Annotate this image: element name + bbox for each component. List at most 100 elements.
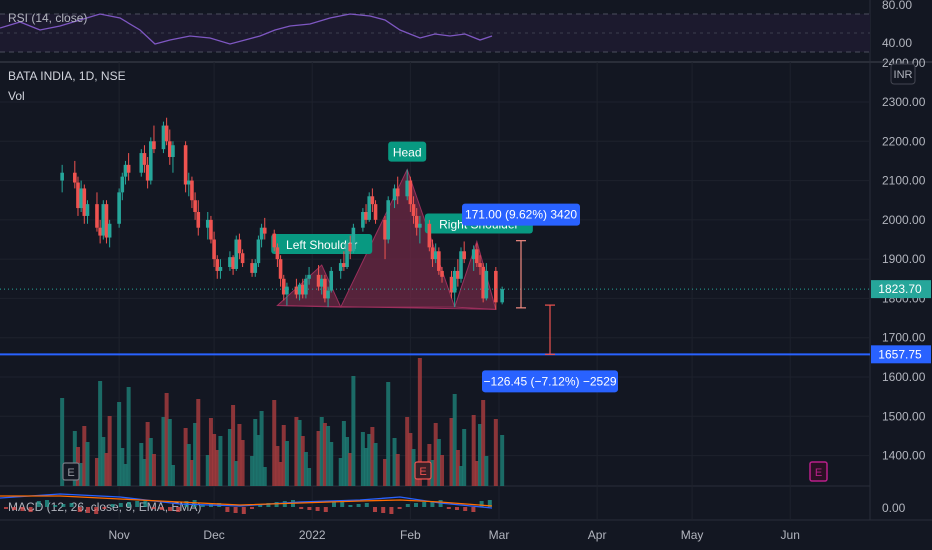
earnings-marker-upcoming[interactable]: E [809,461,828,482]
candle-body [60,172,64,181]
volume-bar [386,382,391,486]
candle-body [323,278,327,299]
candle-body [348,243,353,252]
volume-bar [284,441,289,486]
volume-bar [471,415,476,486]
candle-body [278,259,283,279]
macd-histogram-bar [151,507,156,509]
candle-body [342,263,346,267]
candle-body [329,270,334,291]
price-tick: 2300.00 [882,95,926,109]
candle-body [250,263,254,273]
volume-bar [383,459,388,486]
time-tick: May [681,528,704,542]
volume-bar [237,424,242,486]
macd-histogram-bar [397,507,402,509]
volume-bar [256,435,261,486]
macd-histogram-bar [20,507,25,511]
volume-bar [278,462,283,486]
macd-histogram-bar [348,505,353,507]
volume-bar [94,458,99,486]
volume-bar [329,442,334,486]
volume-bar [104,453,109,486]
volume-bar [338,458,343,486]
macd-histogram-bar [356,504,361,507]
macd-histogram-bar [422,502,427,507]
signal-line [0,495,493,507]
candle-body [427,223,432,248]
macd-histogram-bar [455,507,459,510]
price-tick: 1600.00 [882,370,926,384]
volume-bar [262,467,267,486]
candle-body [164,125,169,142]
volume-bar [297,420,302,486]
macd-histogram-bar [61,504,66,507]
earnings-marker-label: E [815,467,822,479]
volume-bar [433,423,438,486]
candle-body [351,227,356,252]
price-axis[interactable]: 80.00 40.00 2400.00 INR 0.00 2300.002200… [882,0,926,515]
macd-histogram-bar [258,504,263,507]
candle-body [405,180,409,197]
macd-histogram-bar [77,507,82,512]
volume-bar [459,466,464,486]
macd-histogram-bar [446,507,451,509]
macd-histogram-bar [102,507,107,509]
macd-histogram-bar [250,507,254,509]
volume-bar [126,387,131,486]
candle-body [316,274,321,287]
volume-bar [367,434,372,486]
time-tick: Nov [108,528,129,542]
candle-body [126,164,131,173]
earnings-marker-2[interactable]: E [414,461,432,480]
up-measure-label-box [462,203,580,226]
volume-bar [227,429,232,486]
time-axis[interactable]: Nov Dec 2022 Feb Mar Apr May Jun [108,528,799,542]
rsi-pane[interactable]: RSI (14, close) [0,11,870,53]
symbol-legend[interactable]: BATA INDIA, 1D, NSE [8,69,126,83]
volume-bar [164,393,169,486]
volume-bar [205,455,210,486]
macd-histogram-bar [94,507,99,514]
volume-bar [322,423,327,486]
volume-bar [212,434,217,486]
volume-bar [101,437,106,486]
candle-body [478,263,482,267]
macd-histogram-bar [176,507,181,512]
earnings-marker-label: E [67,467,74,479]
volume-bar [218,436,223,486]
candle-body [73,172,77,183]
candle-body [101,204,106,236]
volume-bar [120,448,125,486]
macd-histogram-bar [86,507,90,513]
candle-body [437,251,441,271]
volume-bar [364,448,369,486]
volume-legend[interactable]: Vol [8,89,25,103]
candle-body [383,219,387,240]
macd-histogram-bar [332,501,336,507]
macd-pane[interactable]: MACD (12, 26, close, 9, EMA, EMA) [0,493,493,514]
macd-histogram-bar [4,507,8,509]
volume-bar [436,439,441,486]
volume-bar [449,418,454,486]
candle-body [456,270,460,279]
currency-badge[interactable] [890,63,916,85]
earnings-marker-box [809,461,828,482]
candle-body [218,267,223,271]
candle-body [326,290,330,299]
target-price-box [871,345,931,364]
candle-body [418,223,422,228]
candle-body [240,253,245,264]
volume-bar [455,450,460,486]
neckline[interactable] [277,305,496,310]
macd-histogram-bar [315,507,320,511]
volume-bar [60,398,65,486]
macd-histogram-bar [118,503,123,507]
candle-body [259,227,264,240]
earnings-marker-1[interactable]: E [62,462,80,481]
time-tick: Feb [400,528,421,542]
candle-body [433,251,438,260]
earnings-marker-box [62,462,80,481]
price-range-measures[interactable]: 171.00 (9.62%) 3420 −126.45 (−7.12%) −252… [462,203,618,393]
